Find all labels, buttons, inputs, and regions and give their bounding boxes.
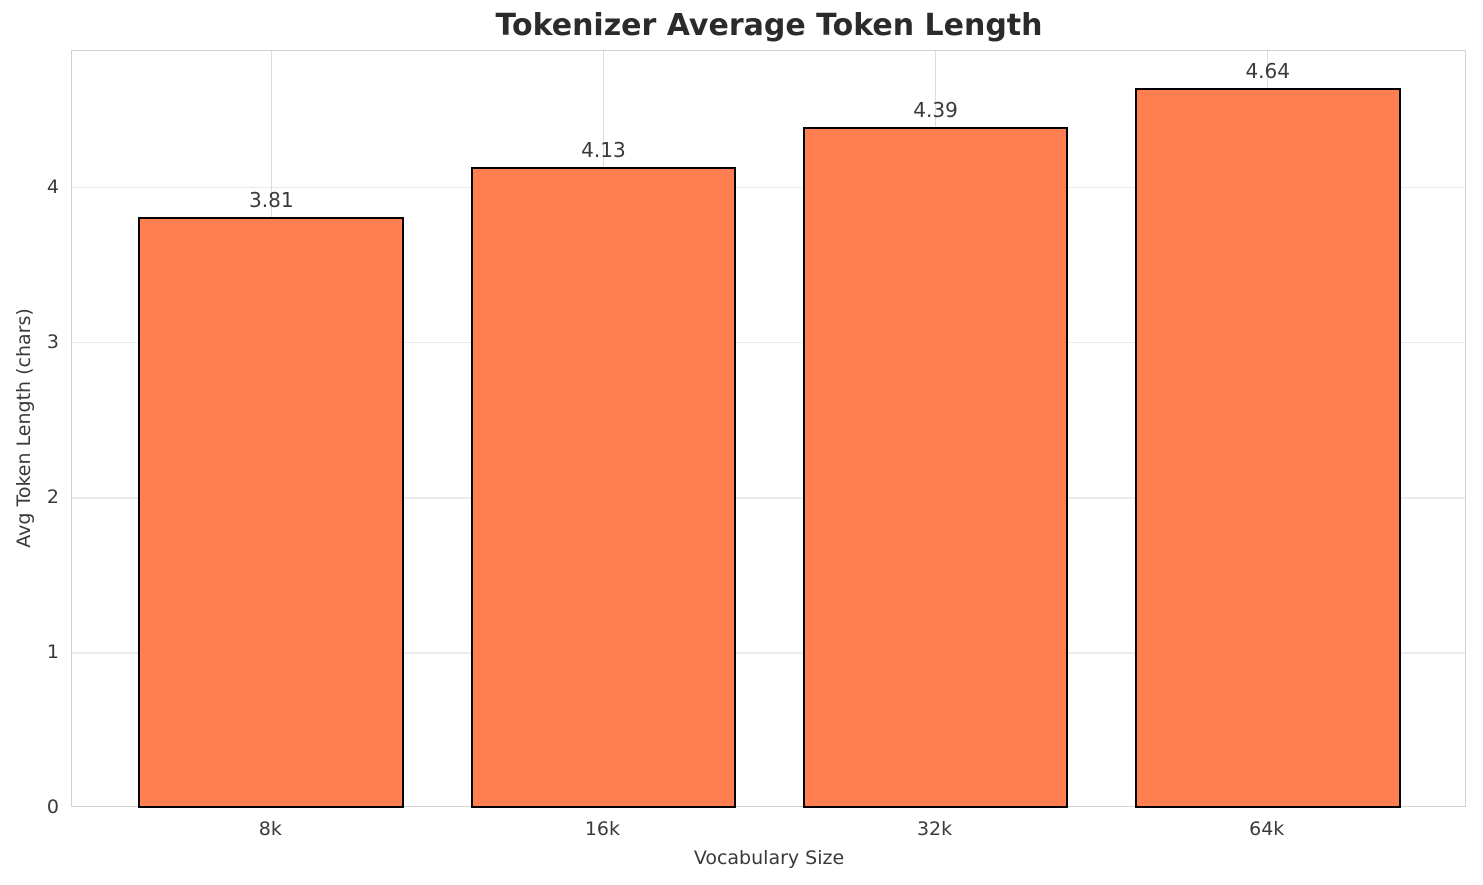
chart-title: Tokenizer Average Token Length <box>495 8 1043 43</box>
x-tick-label: 8k <box>258 818 282 840</box>
bar-value-label: 4.39 <box>913 98 958 122</box>
bar-value-label: 3.81 <box>249 187 294 212</box>
bar-32k <box>802 127 1069 808</box>
gridline-horizontal <box>72 341 1465 344</box>
bar-8k <box>138 216 405 808</box>
x-axis-label: Vocabulary Size <box>693 847 845 869</box>
bar-64k <box>1134 88 1401 808</box>
x-tick-label: 64k <box>1249 818 1285 840</box>
gridline-horizontal <box>72 497 1465 499</box>
bar-value-label: 4.13 <box>581 138 626 163</box>
gridline-horizontal <box>72 186 1465 189</box>
bar-16k <box>470 167 737 808</box>
y-tick-label: 4 <box>46 175 59 198</box>
gridline-horizontal <box>72 652 1465 654</box>
x-tick-label: 32k <box>916 818 953 840</box>
x-tick-label: 16k <box>584 818 621 840</box>
plot-area: 3.81 4.13 4.39 4.64 <box>71 50 1466 808</box>
y-tick-label: 1 <box>46 640 59 663</box>
y-axis-label: Avg Token Length (chars) <box>13 308 35 548</box>
y-tick-label: 0 <box>46 796 59 818</box>
bar-value-label: 4.64 <box>1245 59 1290 84</box>
